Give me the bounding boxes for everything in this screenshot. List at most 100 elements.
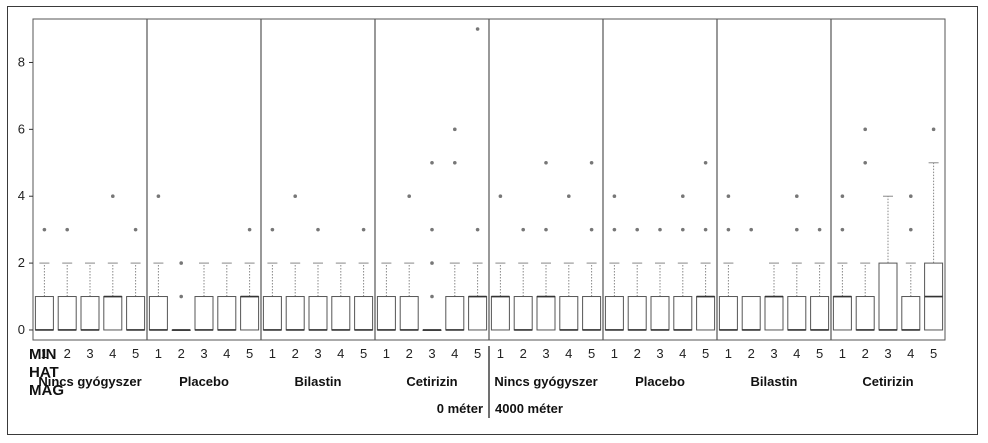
outlier-point	[475, 27, 480, 31]
outlier-point	[133, 227, 138, 232]
outlier-point	[65, 227, 69, 232]
box	[901, 296, 921, 331]
box	[513, 296, 533, 331]
box	[57, 296, 77, 331]
box	[80, 296, 100, 331]
outlier-point	[521, 227, 525, 232]
category-label: 4	[223, 346, 230, 361]
outlier-point	[726, 227, 731, 232]
group-label: Bilastin	[751, 374, 798, 389]
category-label: 1	[155, 346, 162, 361]
altitude-label-right: 4000 méter	[495, 401, 563, 416]
box	[240, 296, 260, 331]
category-label: 3	[314, 346, 321, 361]
outlier-point	[703, 160, 708, 165]
outlier-point	[156, 194, 161, 199]
category-label: 2	[748, 346, 755, 361]
category-label: 3	[884, 346, 891, 361]
category-label: 2	[520, 346, 527, 361]
category-label: 3	[86, 346, 93, 361]
outlier-point	[316, 227, 320, 232]
outlier-point	[270, 227, 275, 232]
group-label: Placebo	[179, 374, 229, 389]
outlier-point	[544, 160, 548, 165]
box	[468, 296, 488, 331]
category-label: 4	[565, 346, 572, 361]
category-label: 1	[725, 346, 732, 361]
box	[764, 296, 784, 331]
outlier-point	[863, 160, 867, 165]
outlier-point	[612, 194, 617, 199]
category-label: 5	[588, 346, 595, 361]
box	[34, 296, 54, 331]
outlier-point	[612, 227, 617, 232]
outlier-point	[111, 194, 115, 199]
category-label: 4	[337, 346, 344, 361]
outlier-point	[635, 227, 639, 232]
outlier-point	[909, 194, 913, 199]
category-label: 1	[839, 346, 846, 361]
row-label: MIN	[29, 346, 57, 363]
outlier-point	[726, 194, 731, 199]
box	[741, 296, 761, 331]
outlier-point	[863, 127, 867, 132]
box	[559, 296, 579, 331]
box	[650, 296, 670, 331]
outlier-point	[817, 227, 822, 232]
category-label: 1	[41, 346, 48, 361]
category-label: 4	[109, 346, 116, 361]
category-label: 4	[907, 346, 914, 361]
category-label: 3	[428, 346, 435, 361]
box	[718, 296, 738, 331]
y-tick-label: 6	[18, 121, 25, 136]
category-label: 4	[679, 346, 686, 361]
category-label: 2	[406, 346, 413, 361]
box	[285, 296, 305, 331]
row-label: MAG	[29, 382, 64, 399]
box	[536, 296, 556, 331]
category-label: 3	[770, 346, 777, 361]
category-label: 5	[132, 346, 139, 361]
box	[148, 296, 168, 331]
outlier-point	[795, 227, 799, 232]
box	[399, 296, 419, 331]
category-label: 4	[793, 346, 800, 361]
category-label: 5	[246, 346, 253, 361]
box	[787, 296, 807, 331]
box	[194, 296, 214, 331]
box	[308, 296, 328, 331]
box	[331, 296, 351, 331]
outlier-point	[475, 227, 480, 232]
y-tick-label: 8	[18, 54, 25, 69]
box	[878, 262, 898, 331]
outlier-point	[430, 160, 434, 165]
box	[582, 296, 602, 331]
outlier-point	[840, 227, 845, 232]
y-tick-label: 2	[18, 255, 25, 270]
box	[103, 296, 123, 331]
category-label: 3	[200, 346, 207, 361]
group-label: Cetirizin	[406, 374, 457, 389]
outlier-point	[681, 227, 685, 232]
chart-frame	[7, 6, 978, 435]
category-label: 5	[474, 346, 481, 361]
box	[354, 296, 374, 331]
box	[262, 296, 282, 331]
outlier-point	[42, 227, 47, 232]
outlier-point	[293, 194, 298, 199]
outlier-point	[909, 227, 913, 232]
box	[490, 296, 510, 331]
category-label: 4	[451, 346, 458, 361]
category-label: 1	[269, 346, 276, 361]
box	[855, 296, 875, 331]
row-label: HAT	[29, 364, 59, 381]
category-label: 2	[862, 346, 869, 361]
outlier-point	[840, 194, 845, 199]
box	[696, 296, 716, 331]
category-label: 2	[178, 346, 185, 361]
outlier-point	[931, 127, 936, 132]
outlier-point	[498, 194, 503, 199]
outlier-point	[453, 160, 457, 165]
group-label: Nincs gyógyszer	[38, 374, 141, 389]
